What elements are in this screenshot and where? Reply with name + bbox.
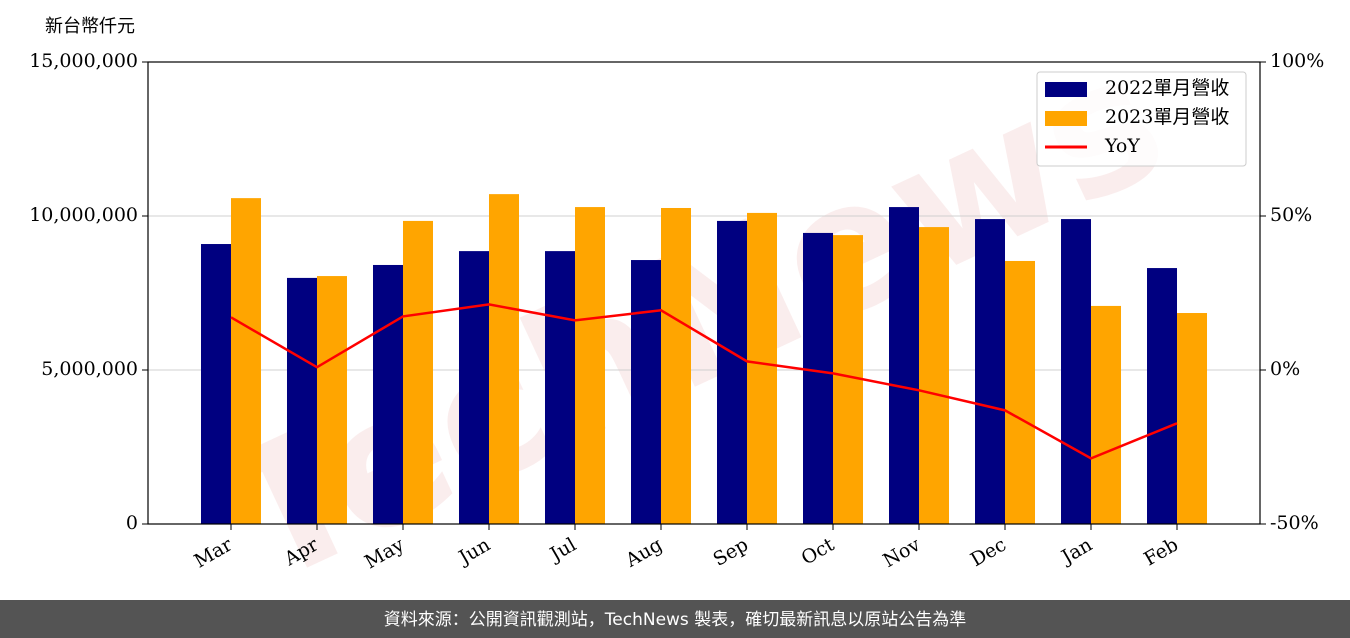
x-tick-label: Mar (190, 533, 236, 572)
bar (574, 207, 605, 524)
x-tick-label: Feb (1140, 534, 1182, 571)
y2-tick-label: -50% (1270, 512, 1319, 534)
bar (316, 276, 347, 524)
bar (803, 232, 834, 524)
bar (1005, 260, 1036, 524)
footer-bar (0, 600, 1350, 638)
x-tick-label: Nov (879, 533, 924, 572)
x-tick-label: Dec (967, 534, 1010, 572)
y-tick-label: 0 (126, 512, 138, 534)
bar (402, 220, 433, 525)
legend-swatch (1045, 111, 1087, 126)
y-tick-label: 10,000,000 (29, 204, 138, 226)
footer: 資料來源：公開資訊觀測站，TechNews 製表，確切最新訊息以原站公告為準 (384, 610, 966, 630)
bar (488, 194, 519, 524)
x-tick-label: Aug (621, 534, 666, 573)
bar (1147, 268, 1178, 524)
legend-swatch (1045, 82, 1087, 97)
bar (372, 264, 403, 524)
y-tick-label: 15,000,000 (29, 50, 138, 72)
bar (630, 260, 661, 524)
bar (717, 220, 748, 525)
bar (544, 251, 575, 524)
bar (286, 277, 317, 524)
bar (919, 227, 950, 524)
x-tick-label: Oct (798, 533, 839, 569)
legend-label: 2023單月營收 (1105, 106, 1229, 128)
line (230, 303, 1178, 460)
bar (747, 212, 778, 525)
plot-frame (147, 61, 1261, 525)
y2-tick-label: 100% (1270, 50, 1324, 72)
bar (1091, 305, 1122, 524)
y-axis-title: 新台幣仟元 (45, 16, 135, 37)
x-tick-label: Sep (709, 534, 752, 571)
bar (200, 244, 231, 524)
bar (458, 251, 489, 524)
legend-box (1036, 71, 1247, 167)
x-tick-label: Jan (1056, 534, 1096, 570)
bar (230, 198, 261, 525)
bar (1061, 219, 1092, 524)
legend-label: YoY (1104, 135, 1140, 157)
bar (660, 207, 691, 524)
legend-label: 2022單月營收 (1105, 77, 1229, 99)
y-tick-label: 5,000,000 (41, 358, 138, 380)
bar (1177, 313, 1208, 524)
y2-tick-label: 50% (1270, 204, 1312, 226)
y2-tick-label: 0% (1270, 358, 1300, 380)
bar (889, 207, 920, 524)
x-tick-label: Jul (545, 534, 580, 567)
bar (975, 219, 1006, 524)
